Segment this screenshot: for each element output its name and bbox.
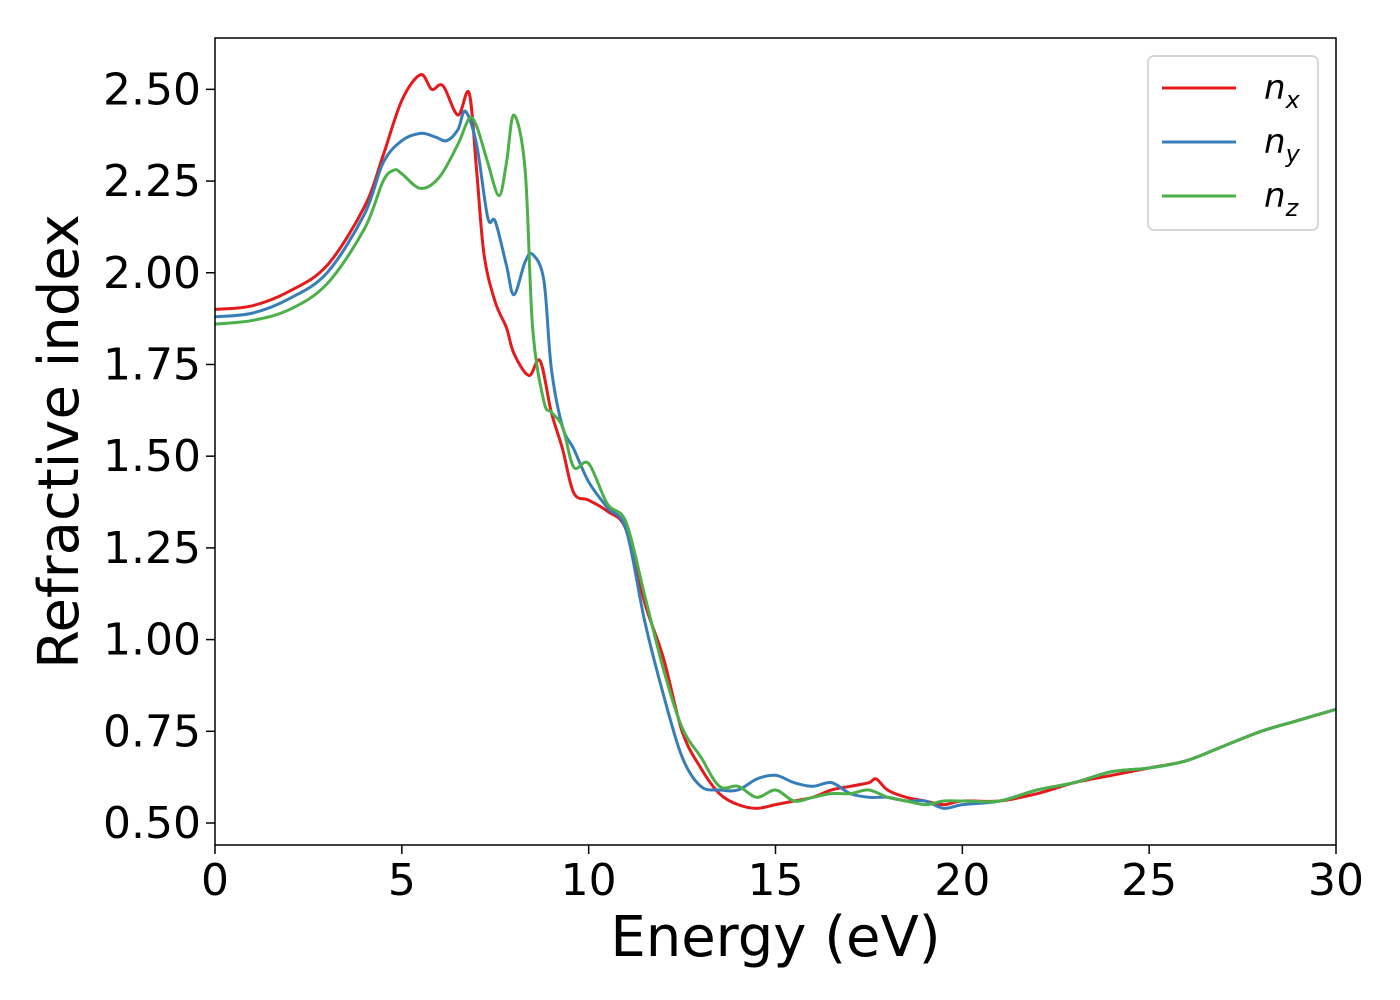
- x-tick-label: 10: [561, 855, 617, 906]
- y-tick-label: 2.00: [103, 248, 201, 299]
- x-tick-label: 5: [388, 855, 416, 906]
- x-tick-label: 20: [934, 855, 990, 906]
- x-axis-title: Energy (eV): [610, 905, 940, 970]
- series-lines: [215, 73, 1336, 810]
- y-tick-label: 1.00: [103, 615, 201, 666]
- y-tick-label: 1.75: [103, 339, 201, 390]
- x-axis-ticks: 0 5 10 15 20 25 30: [201, 845, 1364, 906]
- y-tick-label: 0.50: [103, 798, 201, 849]
- x-tick-label: 30: [1308, 855, 1364, 906]
- y-tick-label: 0.75: [103, 706, 201, 757]
- y-tick-label: 1.25: [103, 523, 201, 574]
- x-tick-label: 25: [1121, 855, 1177, 906]
- y-tick-label: 2.50: [103, 64, 201, 115]
- y-tick-label: 2.25: [103, 156, 201, 207]
- x-tick-label: 0: [201, 855, 229, 906]
- y-axis-ticks: 0.50 0.75 1.00 1.25 1.50 1.75 2.00 2.25 2.50: [103, 64, 215, 849]
- x-tick-label: 15: [748, 855, 804, 906]
- y-tick-label: 1.50: [103, 431, 201, 482]
- series-line-nz: [215, 113, 1336, 807]
- y-axis-title: Refractive index: [27, 214, 92, 669]
